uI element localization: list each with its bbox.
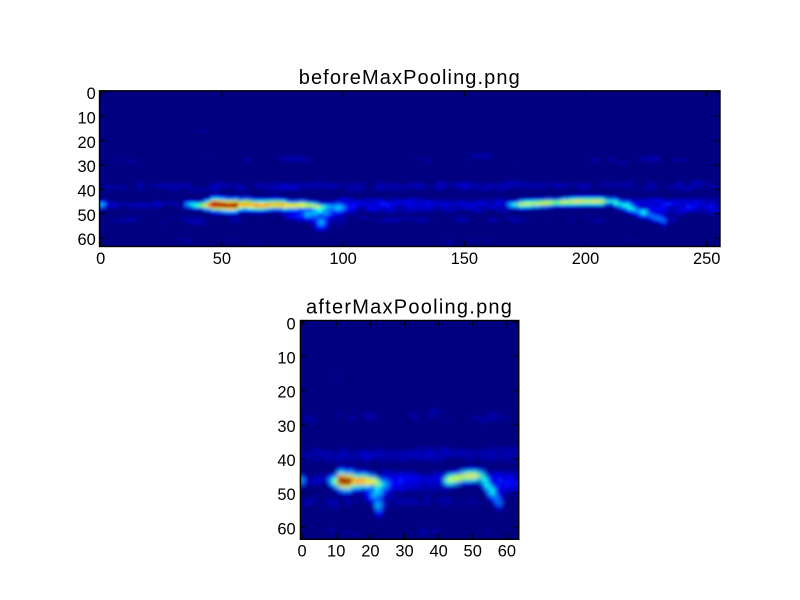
svg-text:50: 50 <box>213 250 231 268</box>
svg-text:20: 20 <box>277 384 295 402</box>
svg-text:50: 50 <box>277 486 295 504</box>
svg-text:30: 30 <box>277 418 295 436</box>
svg-text:40: 40 <box>78 182 96 200</box>
svg-text:40: 40 <box>277 452 295 470</box>
svg-text:250: 250 <box>693 250 720 268</box>
svg-text:50: 50 <box>464 542 482 560</box>
svg-text:150: 150 <box>451 250 478 268</box>
svg-text:30: 30 <box>78 158 96 176</box>
svg-text:0: 0 <box>298 542 307 560</box>
svg-text:200: 200 <box>572 250 599 268</box>
svg-text:60: 60 <box>78 231 96 249</box>
svg-text:0: 0 <box>287 315 296 333</box>
svg-text:10: 10 <box>78 109 96 127</box>
svg-text:20: 20 <box>361 542 379 560</box>
svg-text:0: 0 <box>96 250 105 268</box>
svg-text:30: 30 <box>395 542 413 560</box>
svg-text:40: 40 <box>429 542 447 560</box>
svg-text:0: 0 <box>87 85 96 103</box>
svg-text:beforeMaxPooling.png: beforeMaxPooling.png <box>299 67 521 89</box>
svg-text:10: 10 <box>277 350 295 368</box>
svg-text:afterMaxPooling.png: afterMaxPooling.png <box>306 297 513 319</box>
svg-text:100: 100 <box>329 250 356 268</box>
svg-text:60: 60 <box>498 542 516 560</box>
svg-text:60: 60 <box>277 520 295 538</box>
svg-text:50: 50 <box>78 207 96 225</box>
svg-text:20: 20 <box>78 134 96 152</box>
svg-text:10: 10 <box>327 542 345 560</box>
